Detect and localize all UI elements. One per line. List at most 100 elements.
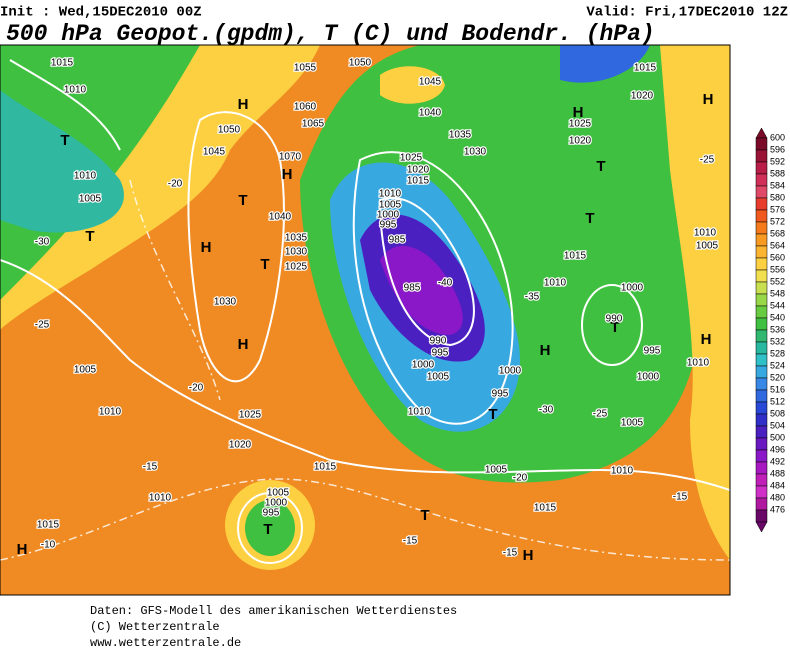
colorbar-swatch bbox=[755, 485, 768, 499]
pressure-center: H bbox=[523, 547, 534, 564]
pressure-center: T bbox=[60, 132, 69, 149]
colorbar-swatch bbox=[755, 245, 768, 259]
colorbar-label: 508 bbox=[770, 408, 785, 418]
colorbar-swatch bbox=[755, 425, 768, 439]
region bbox=[380, 66, 445, 104]
contour-label: -15 bbox=[503, 548, 518, 559]
contour-label: 1050 bbox=[349, 58, 372, 69]
contour-label: 1015 bbox=[314, 462, 337, 473]
contour-label: 1020 bbox=[407, 165, 430, 176]
colorbar-swatch bbox=[755, 137, 768, 151]
contour-label: 1005 bbox=[267, 488, 290, 499]
valid-time: Valid: Fri,17DEC2010 12Z bbox=[586, 5, 788, 21]
colorbar-label: 512 bbox=[770, 396, 785, 406]
contour-label: 990 bbox=[430, 336, 447, 347]
contour-label: -20 bbox=[189, 383, 204, 394]
colorbar-label: 568 bbox=[770, 228, 785, 238]
contour-label: 1060 bbox=[294, 102, 317, 113]
contour-label: 1005 bbox=[696, 241, 719, 252]
contour-label: 1010 bbox=[149, 493, 172, 504]
pressure-center: T bbox=[610, 319, 619, 336]
footer-line: Daten: GFS-Modell des amerikanischen Wet… bbox=[90, 604, 457, 618]
colorbar-swatch bbox=[755, 281, 768, 295]
colorbar-label: 544 bbox=[770, 300, 785, 310]
contour-label: 1000 bbox=[621, 283, 644, 294]
colorbar-label: 520 bbox=[770, 372, 785, 382]
contour-label: 995 bbox=[644, 346, 661, 357]
contour-label: 985 bbox=[404, 283, 421, 294]
contour-label: 1015 bbox=[634, 63, 657, 74]
contour-label: 1040 bbox=[419, 108, 442, 119]
pressure-center: T bbox=[488, 406, 497, 423]
colorbar-swatch bbox=[755, 509, 768, 523]
colorbar-swatch bbox=[755, 317, 768, 331]
contour-label: 1025 bbox=[239, 410, 262, 421]
map-title: 500 hPa Geopot.(gpdm), T (C) und Bodendr… bbox=[6, 21, 655, 47]
contour-label: 1000 bbox=[637, 372, 660, 383]
contour-label: 1015 bbox=[407, 176, 430, 187]
colorbar-label: 480 bbox=[770, 492, 785, 502]
pressure-center: H bbox=[540, 342, 551, 359]
contour-label: 1005 bbox=[427, 372, 450, 383]
contour-label: 1010 bbox=[99, 407, 122, 418]
contour-label: 1015 bbox=[564, 251, 587, 262]
contour-label: -20 bbox=[513, 473, 528, 484]
contour-label: 990 bbox=[606, 314, 623, 325]
colorbar-swatch bbox=[755, 437, 768, 451]
contour-label: 1000 bbox=[265, 498, 288, 509]
contour-label: 995 bbox=[432, 348, 449, 359]
colorbar-label: 540 bbox=[770, 312, 785, 322]
colorbar-label: 576 bbox=[770, 204, 785, 214]
contour-label: -15 bbox=[403, 536, 418, 547]
pressure-center: H bbox=[238, 96, 249, 113]
colorbar-label: 564 bbox=[770, 240, 785, 250]
contour-label: 1020 bbox=[229, 440, 252, 451]
contour-label: 1040 bbox=[269, 212, 292, 223]
colorbar-swatch bbox=[755, 401, 768, 415]
contour-label: -10 bbox=[41, 540, 56, 551]
pressure-center: H bbox=[701, 331, 712, 348]
contour-label: 1035 bbox=[285, 233, 308, 244]
colorbar-swatch bbox=[755, 389, 768, 403]
contour-label: 1030 bbox=[464, 147, 487, 158]
pressure-center: H bbox=[238, 336, 249, 353]
contour-label: -25 bbox=[700, 155, 715, 166]
colorbar-swatch bbox=[755, 449, 768, 463]
contour-label: 1005 bbox=[79, 194, 102, 205]
colorbar-tip bbox=[755, 521, 768, 533]
colorbar-swatch bbox=[755, 257, 768, 271]
colorbar-swatch bbox=[755, 197, 768, 211]
contour-label: 1010 bbox=[408, 407, 431, 418]
colorbar-swatch bbox=[755, 185, 768, 199]
init-time: Init : Wed,15DEC2010 00Z bbox=[0, 5, 202, 21]
contour-label: 1045 bbox=[419, 77, 442, 88]
colorbar-swatch bbox=[755, 173, 768, 187]
contour-label: -25 bbox=[35, 320, 50, 331]
colorbar-swatch bbox=[755, 329, 768, 343]
colorbar-swatch bbox=[755, 209, 768, 223]
contour-label: 1020 bbox=[569, 136, 592, 147]
contour-label: 985 bbox=[389, 235, 406, 246]
contour-label: 1005 bbox=[379, 200, 402, 211]
colorbar-swatch bbox=[755, 305, 768, 319]
colorbar-swatch bbox=[755, 473, 768, 487]
colorbar-label: 488 bbox=[770, 468, 785, 478]
contour-label: -40 bbox=[438, 278, 453, 289]
colorbar-swatch bbox=[755, 221, 768, 235]
pressure-center: T bbox=[263, 521, 272, 538]
pressure-center: H bbox=[17, 541, 28, 558]
colorbar-label: 476 bbox=[770, 504, 785, 514]
pressure-center: T bbox=[596, 158, 605, 175]
region bbox=[380, 245, 463, 335]
contour-label: 1070 bbox=[279, 152, 302, 163]
contour-label: 1015 bbox=[534, 503, 557, 514]
colorbar-label: 600 bbox=[770, 132, 785, 142]
colorbar-label: 572 bbox=[770, 216, 785, 226]
contour-label: -35 bbox=[525, 292, 540, 303]
pressure-center: H bbox=[573, 104, 584, 121]
pressure-center: T bbox=[260, 256, 269, 273]
colorbar-label: 528 bbox=[770, 348, 785, 358]
colorbar-swatch bbox=[755, 233, 768, 247]
footer-line: www.wetterzentrale.de bbox=[90, 636, 241, 648]
contour-label: 995 bbox=[380, 220, 397, 231]
